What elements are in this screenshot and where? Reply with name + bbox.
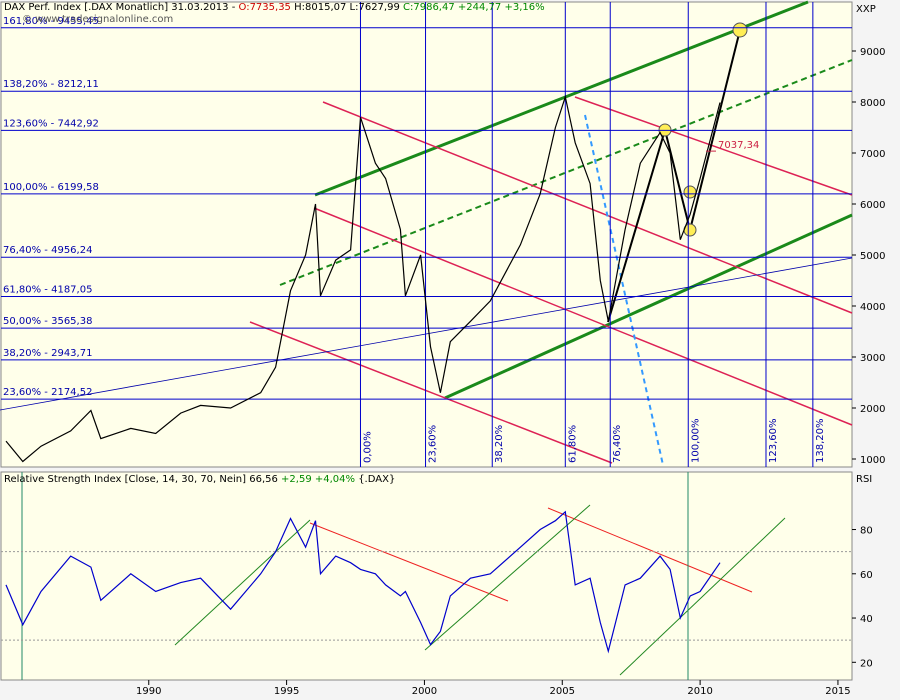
fib-level-label: 50,00% - 3565,38 <box>3 316 92 327</box>
header-part: DAX Perf. Index [.DAX Monatlich] 31.03.2… <box>4 2 239 13</box>
dashed-blue-line <box>584 114 664 466</box>
time-level-label: 123,60% <box>768 419 779 464</box>
wave-point <box>732 22 748 38</box>
price-panel <box>0 1 853 468</box>
time-level-label: 23,60% <box>428 425 439 463</box>
annotation-label: 7037,34 <box>718 140 759 151</box>
x-tick-label: 1990 <box>136 686 161 697</box>
x-tick-label: 2010 <box>687 686 712 697</box>
header-part: C:7986,47 <box>400 2 455 13</box>
rsi-trend-line <box>424 504 591 651</box>
channel-line <box>314 0 809 197</box>
y-tick-label: 4000 <box>860 302 885 313</box>
rsi-trend-line <box>547 507 753 593</box>
channel-mid-line <box>279 59 853 286</box>
header-part: {.DAX} <box>355 474 395 485</box>
time-level-label: 0,00% <box>362 431 373 463</box>
series-line <box>5 510 721 654</box>
y-tick-label: 9000 <box>860 47 885 58</box>
y-tick-label: 6000 <box>860 200 885 211</box>
x-tick-label: 2015 <box>825 686 850 697</box>
red-channel-line <box>249 321 613 464</box>
header-part: H:8015,07 <box>291 2 346 13</box>
x-tick-label: 2000 <box>412 686 437 697</box>
red-channel-line <box>313 207 853 426</box>
fib-level-label: 138,20% - 8212,11 <box>3 79 99 90</box>
panel-header: Relative Strength Index [Close, 14, 30, … <box>4 474 395 485</box>
fib-level-label: 123,60% - 7442,92 <box>3 118 99 129</box>
time-level-label: 61,80% <box>567 425 578 463</box>
fib-level-label: 76,40% - 4956,24 <box>3 245 92 256</box>
rsi-trend-line <box>309 522 509 602</box>
channel-line <box>444 213 853 400</box>
y-tick-label: 80 <box>860 526 873 537</box>
time-level-label: 100,00% <box>690 419 701 464</box>
time-level-label: 76,40% <box>612 425 623 463</box>
y-tick-label: 5000 <box>860 251 885 262</box>
fib-level-label: 161,80% - 9455,45 <box>3 16 99 27</box>
y-tick-label: 60 <box>860 570 873 581</box>
series-line <box>5 94 721 463</box>
source-label: © www.tradesignalonline.com <box>22 14 173 25</box>
y-tick-label: 2000 <box>860 404 885 415</box>
y-tick-label: 7000 <box>860 149 885 160</box>
fib-level-label: 100,00% - 6199,58 <box>3 182 99 193</box>
x-tick-label: 2005 <box>550 686 575 697</box>
header-part: Relative Strength Index [Close, 14, 30, … <box>4 474 278 485</box>
y-tick-label: 40 <box>860 614 873 625</box>
header-part: O:7735,35 <box>239 2 291 13</box>
red-channel-line <box>322 101 853 314</box>
rsi-trend-line <box>619 517 786 676</box>
y-tick-label: 8000 <box>860 98 885 109</box>
time-level-label: 38,20% <box>494 425 505 463</box>
fib-level-label: 61,80% - 4187,05 <box>3 284 92 295</box>
axis-label: XXP <box>856 4 876 15</box>
y-tick-label: 3000 <box>860 353 885 364</box>
trend-lines <box>0 0 853 680</box>
wave-point <box>683 185 697 199</box>
header-part: +244,77 <box>455 2 502 13</box>
panel-header: DAX Perf. Index [.DAX Monatlich] 31.03.2… <box>4 2 545 13</box>
header-part: L:7627,99 <box>346 2 399 13</box>
fib-level-label: 23,60% - 2174,52 <box>3 387 92 398</box>
fib-level-label: 38,20% - 2943,71 <box>3 348 92 359</box>
x-tick-label: 1995 <box>274 686 299 697</box>
axis-label: RSI <box>856 474 872 485</box>
red-channel-line <box>574 96 853 196</box>
rsi-trend-line <box>174 519 311 646</box>
y-tick-label: 1000 <box>860 455 885 466</box>
header-part: +2,59 +4,04% <box>278 474 355 485</box>
time-level-label: 138,20% <box>815 419 826 464</box>
y-tick-label: 20 <box>860 658 873 669</box>
header-part: +3,16% <box>501 2 544 13</box>
